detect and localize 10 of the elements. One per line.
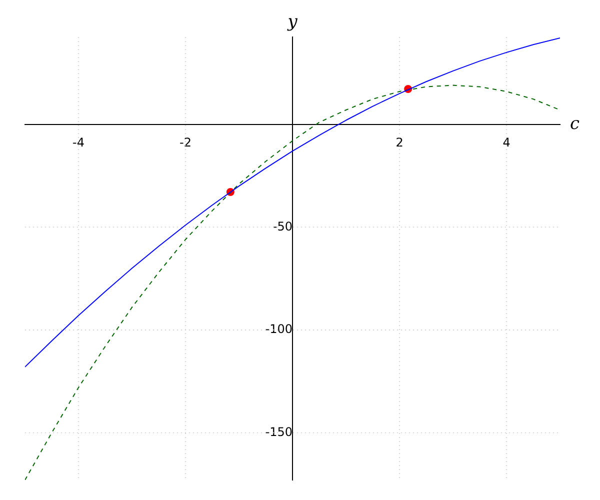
x-tick-label: 4 bbox=[502, 136, 510, 150]
y-tick-label: -100 bbox=[265, 322, 292, 336]
x-axis-title: c bbox=[570, 114, 580, 134]
x-tick-label: -2 bbox=[180, 136, 192, 150]
y-tick-label: -150 bbox=[265, 424, 292, 439]
x-tick-label: -4 bbox=[72, 136, 84, 150]
y-tick-label: -50 bbox=[272, 219, 292, 234]
y-axis-title: y bbox=[286, 12, 298, 32]
x-tick-label: 2 bbox=[396, 136, 404, 150]
line-series bbox=[25, 84, 560, 480]
